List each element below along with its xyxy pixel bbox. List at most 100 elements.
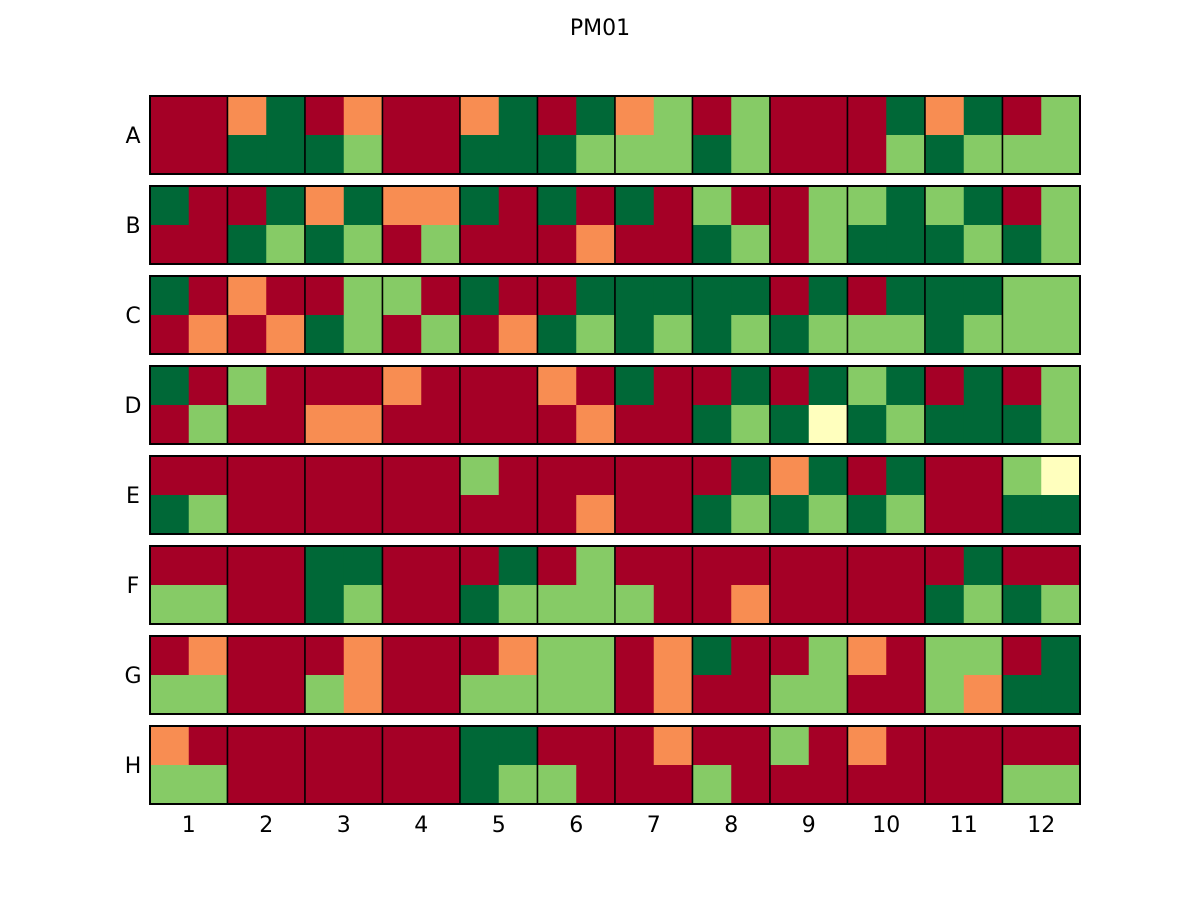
cell-G3-q4 [343, 675, 383, 715]
cell-C5-q4 [498, 315, 538, 355]
cell-G10-q2 [886, 636, 926, 676]
cell-E8-q1 [692, 456, 732, 496]
cell-A12-q2 [1041, 96, 1081, 136]
cell-D8-q1 [692, 366, 732, 406]
cell-F3-q3 [305, 585, 345, 625]
cell-F3-q4 [343, 585, 383, 625]
cell-G3-q1 [305, 636, 345, 676]
cell-E1-q3 [150, 495, 190, 535]
cell-C9-q3 [770, 315, 810, 355]
cell-F4-q4 [421, 585, 461, 625]
cell-F8-q2 [731, 546, 771, 586]
row-label-F: F [127, 574, 140, 599]
cell-D2-q3 [227, 405, 267, 445]
cell-E5-q4 [498, 495, 538, 535]
heatmap-row-F [149, 545, 1081, 625]
cell-A11-q4 [963, 135, 1003, 175]
cell-G2-q3 [227, 675, 267, 715]
cell-C8-q1 [692, 276, 732, 316]
cell-H4-q3 [382, 765, 422, 805]
cell-F2-q3 [227, 585, 267, 625]
cell-E3-q2 [343, 456, 383, 496]
cell-G1-q2 [188, 636, 228, 676]
cell-G5-q3 [460, 675, 500, 715]
cell-E2-q1 [227, 456, 267, 496]
column-label-6: 6 [569, 813, 583, 838]
cell-A9-q4 [808, 135, 848, 175]
cell-G10-q4 [886, 675, 926, 715]
cell-H4-q4 [421, 765, 461, 805]
cell-A10-q4 [886, 135, 926, 175]
cell-A4-q1 [382, 96, 422, 136]
cell-C1-q3 [150, 315, 190, 355]
heatmap-grid [149, 95, 1081, 805]
cell-G11-q1 [925, 636, 965, 676]
cell-D10-q3 [847, 405, 887, 445]
heatmap-row-C [149, 275, 1081, 355]
cell-A12-q1 [1002, 96, 1042, 136]
cell-H9-q4 [808, 765, 848, 805]
cell-A11-q3 [925, 135, 965, 175]
cell-D2-q1 [227, 366, 267, 406]
cell-A11-q2 [963, 96, 1003, 136]
cell-D4-q1 [382, 366, 422, 406]
cell-G6-q4 [576, 675, 616, 715]
cell-F9-q4 [808, 585, 848, 625]
cell-B8-q1 [692, 186, 732, 226]
cell-F5-q1 [460, 546, 500, 586]
cell-H2-q4 [266, 765, 306, 805]
cell-G12-q2 [1041, 636, 1081, 676]
cell-B4-q1 [382, 186, 422, 226]
row-label-C: C [125, 304, 140, 329]
cell-B5-q3 [460, 225, 500, 265]
cell-B4-q3 [382, 225, 422, 265]
cell-F10-q3 [847, 585, 887, 625]
row-label-H: H [125, 754, 142, 779]
cell-B11-q2 [963, 186, 1003, 226]
cell-F12-q4 [1041, 585, 1081, 625]
cell-A2-q1 [227, 96, 267, 136]
cell-H1-q2 [188, 726, 228, 766]
cell-D10-q2 [886, 366, 926, 406]
cell-E6-q1 [537, 456, 577, 496]
cell-B12-q4 [1041, 225, 1081, 265]
cell-E1-q2 [188, 456, 228, 496]
cell-E8-q2 [731, 456, 771, 496]
cell-H7-q1 [615, 726, 655, 766]
cell-E1-q4 [188, 495, 228, 535]
cell-E10-q2 [886, 456, 926, 496]
cell-D12-q4 [1041, 405, 1081, 445]
cell-H10-q3 [847, 765, 887, 805]
row-frame-E [149, 455, 1081, 535]
cell-G9-q3 [770, 675, 810, 715]
cell-A2-q2 [266, 96, 306, 136]
cell-G8-q1 [692, 636, 732, 676]
cell-C7-q2 [653, 276, 693, 316]
cell-F6-q2 [576, 546, 616, 586]
cell-A1-q4 [188, 135, 228, 175]
cell-G2-q1 [227, 636, 267, 676]
cell-B6-q2 [576, 186, 616, 226]
cell-A11-q1 [925, 96, 965, 136]
cell-F4-q1 [382, 546, 422, 586]
cell-B2-q1 [227, 186, 267, 226]
cell-A7-q1 [615, 96, 655, 136]
cell-B5-q4 [498, 225, 538, 265]
cell-C8-q2 [731, 276, 771, 316]
cell-H10-q4 [886, 765, 926, 805]
cell-F1-q4 [188, 585, 228, 625]
cell-B5-q1 [460, 186, 500, 226]
cell-G2-q2 [266, 636, 306, 676]
cell-C11-q1 [925, 276, 965, 316]
cell-B8-q2 [731, 186, 771, 226]
cell-E1-q1 [150, 456, 190, 496]
cell-H3-q4 [343, 765, 383, 805]
cell-C7-q3 [615, 315, 655, 355]
cell-G10-q1 [847, 636, 887, 676]
cell-B2-q4 [266, 225, 306, 265]
cell-F10-q1 [847, 546, 887, 586]
row-frame-H [149, 725, 1081, 805]
cell-C11-q2 [963, 276, 1003, 316]
cell-D1-q1 [150, 366, 190, 406]
cell-A3-q4 [343, 135, 383, 175]
